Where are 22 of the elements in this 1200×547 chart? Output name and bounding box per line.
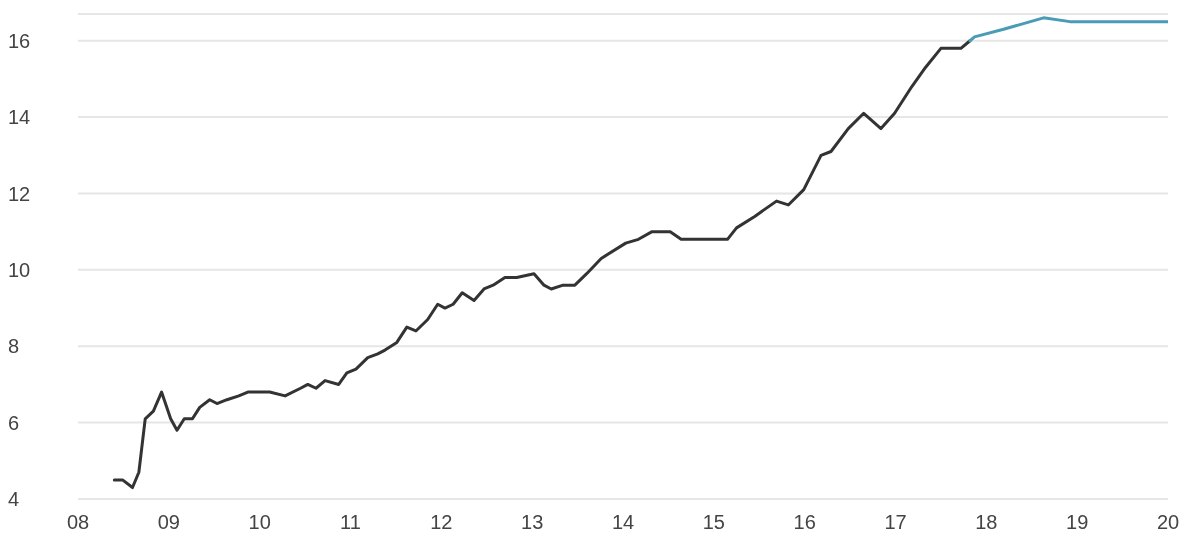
line-series — [968, 16, 1168, 43]
x-tick-label: 20 — [1156, 511, 1180, 534]
y-tick-label: 14 — [8, 106, 31, 129]
x-tick-label: 17 — [884, 511, 907, 534]
x-tick-label: 18 — [975, 511, 998, 534]
x-tick-label: 13 — [521, 511, 544, 534]
line-series — [112, 39, 972, 490]
x-tick-label: 15 — [702, 511, 725, 534]
x-tick-label: 19 — [1066, 511, 1089, 534]
x-tick-label: 11 — [340, 511, 361, 534]
y-tick-label: 12 — [8, 182, 31, 205]
y-tick-label: 8 — [8, 335, 20, 358]
y-tick-label: 4 — [8, 488, 20, 511]
x-tick-label: 08 — [66, 511, 90, 534]
y-tick-label: 10 — [8, 258, 31, 281]
y-tick-label: 6 — [8, 411, 20, 434]
x-tick-label: 09 — [157, 511, 180, 534]
x-tick-label: 12 — [430, 511, 453, 534]
x-tick-label: 10 — [248, 511, 271, 534]
x-tick-label: 16 — [793, 511, 816, 534]
x-tick-label: 14 — [611, 511, 635, 534]
y-tick-label: 16 — [8, 29, 31, 52]
